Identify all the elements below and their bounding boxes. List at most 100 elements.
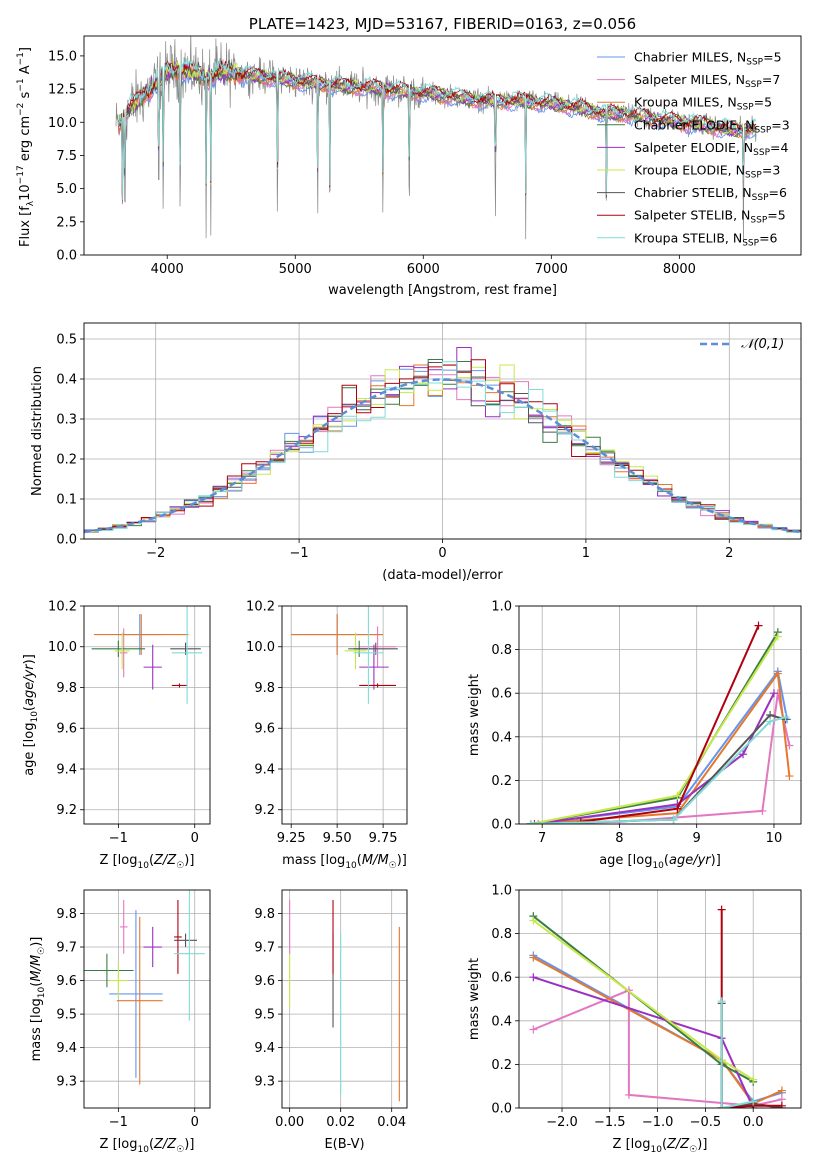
gaussian-curve xyxy=(84,378,801,534)
series-marker xyxy=(669,815,678,824)
legend-entry-name: Salpeter STELIB, N xyxy=(634,208,750,223)
legend-entry-equals: = xyxy=(762,72,772,87)
mass-vs-Z-ytick-label: 9.6 xyxy=(56,974,77,989)
age-vs-mass-xlabel: mass [log10(M/M☉)] xyxy=(282,853,407,871)
legend-entry-label: Kroupa MILES, NSSP=5 xyxy=(634,95,772,113)
spectrum-title: PLATE=1423, MJD=53167, FIBERID=0163, z=0… xyxy=(249,15,636,33)
massweight-vs-age-xlabel-part: age [log xyxy=(599,853,652,868)
spectrum-ylabel-part: ] xyxy=(18,47,33,52)
age-vs-Z-xlabel-part: 10 xyxy=(137,861,149,871)
spectrum-model-line-kroupa-stelib xyxy=(118,58,757,201)
legend-entry-name: Kroupa STELIB, N xyxy=(634,230,742,245)
spectrum-xlabel: wavelength [Angstrom, rest frame] xyxy=(328,283,557,298)
massweight-vs-Z-ytick-label: 1.0 xyxy=(491,884,512,899)
massweight-vs-Z-xtick-label: −2.0 xyxy=(546,1115,578,1130)
massweight-vs-age-xlabel-part: age/yr xyxy=(669,853,712,868)
legend-entry-count: 5 xyxy=(764,95,772,110)
legend-entry-name: Chabrier ELODIE, N xyxy=(634,117,754,132)
massweight-vs-Z-xlabel: Z [log10(Z/Z☉)] xyxy=(613,1137,708,1155)
spectrum-xtick-label: 5000 xyxy=(279,262,312,277)
mass-vs-Z-xtick-label: −1 xyxy=(109,1115,128,1130)
series-marker xyxy=(624,1090,633,1099)
spectrum-model-line-kroupa-miles xyxy=(118,65,757,202)
age-vs-Z-ytick-label: 10.2 xyxy=(48,600,77,615)
legend-entry-equals: = xyxy=(767,208,777,223)
age-vs-Z-ytick-label: 9.4 xyxy=(56,762,77,777)
massweight-vs-Z-ytick-label: 0.2 xyxy=(491,1058,512,1073)
age-vs-mass-ytick-label: 10.2 xyxy=(246,600,275,615)
massweight-vs-Z-xlabel-part: ☉ xyxy=(689,1145,697,1155)
legend-entry-count: 4 xyxy=(781,140,789,155)
legend-entry-subscript: SSP xyxy=(742,238,759,248)
series-line-kroupa-miles xyxy=(532,956,783,1105)
massweight-vs-Z-xtick-label: 0.0 xyxy=(743,1115,764,1130)
age-vs-mass-ytick-label: 10.0 xyxy=(246,640,275,655)
mass-vs-Z-ytick-label: 9.8 xyxy=(56,907,77,922)
massweight-vs-Z-xtick-label: −1.0 xyxy=(642,1115,674,1130)
mass-vs-Z-ylabel-part: mass [log xyxy=(29,998,44,1061)
massweight-vs-Z-xtick-label: −0.5 xyxy=(690,1115,722,1130)
massweight-vs-Z-frame xyxy=(518,889,802,1109)
mass-vs-Z-ylabel-part: ☉ xyxy=(37,947,47,955)
age-vs-Z-plot-area xyxy=(91,606,203,704)
mass-vs-Z-xlabel-part: ☉ xyxy=(176,1145,184,1155)
mass-vs-ebv-ytick-label: 9.4 xyxy=(254,1041,275,1056)
age-vs-Z-ylabel-part: ( xyxy=(22,706,37,711)
massweight-vs-age-xlabel-part: ( xyxy=(664,853,669,868)
age-vs-Z-ylabel-part: age [log xyxy=(22,723,37,776)
legend-entry-subscript: SSP xyxy=(753,148,770,158)
legend-entry-equals: = xyxy=(771,117,781,132)
legend-entry-subscript: SSP xyxy=(745,80,762,90)
massweight-vs-age-axes: 7 8 9 10 0.0 0.2 0.4 0.6 0.8 1.0 xyxy=(491,600,802,846)
age-vs-Z-xtick-label: −1 xyxy=(109,831,128,846)
massweight-vs-age-xlabel: age [log10(age/yr)] xyxy=(599,853,721,871)
series-marker xyxy=(717,1104,726,1108)
mass-vs-ebv-plot-area xyxy=(289,900,400,1102)
mass-vs-Z-ytick-label: 9.3 xyxy=(56,1075,77,1090)
series-marker xyxy=(673,804,682,813)
massweight-vs-age-xlabel-part: )] xyxy=(711,853,721,868)
mass-vs-Z-axes: −1 0 9.3 9.4 9.5 9.6 9.7 9.8 xyxy=(56,889,211,1130)
age-vs-Z-ytick-label: 9.8 xyxy=(56,681,77,696)
series-line-chabrier-elodie xyxy=(532,915,754,1083)
spectrum-ylabel-part: Flux [f xyxy=(18,206,33,247)
gaussian-legend-label: 𝒩(0,1) xyxy=(741,337,784,352)
residuals-ytick-label: 0.1 xyxy=(56,493,77,508)
mass-vs-Z-ylabel-part: M/M xyxy=(29,955,44,982)
legend-entry-equals: = xyxy=(770,140,780,155)
massweight-vs-Z-xlabel-part: 10 xyxy=(650,1145,662,1155)
series-line-salpeter-stelib xyxy=(580,625,760,823)
residuals-ylabel: Normed distribution xyxy=(30,366,45,496)
mass-vs-ebv-ytick-label: 9.7 xyxy=(254,941,275,956)
spectrum-ytick-label: 2.5 xyxy=(56,215,77,230)
massweight-vs-Z-xtick-label: −1.5 xyxy=(594,1115,626,1130)
series-marker xyxy=(530,820,539,824)
spectrum-ytick-label: 5.0 xyxy=(56,182,77,197)
legend-entry-label: Salpeter ELODIE, NSSP=4 xyxy=(634,140,789,158)
series-marker xyxy=(749,1097,758,1106)
age-vs-Z-xlabel-part: )] xyxy=(184,853,194,868)
legend-entry-count: 3 xyxy=(782,117,790,132)
mass-vs-Z-xlabel-part: )] xyxy=(184,1137,194,1152)
age-vs-mass-xlabel-part: ☉ xyxy=(389,861,397,871)
legend-entry-equals: = xyxy=(762,163,772,178)
age-vs-Z-xlabel-part: ☉ xyxy=(176,861,184,871)
mass-vs-ebv-xtick-label: 0.02 xyxy=(326,1115,355,1130)
spectrum-ylabel-part: −17 xyxy=(16,165,26,184)
spectrum-axes: 4000 5000 6000 7000 8000 0.0 2.5 5.0 7.5 10.0 12.5… xyxy=(48,35,802,277)
age-vs-mass-xlabel-part: ( xyxy=(357,853,362,868)
mass-vs-ebv-ytick-label: 9.5 xyxy=(254,1008,275,1023)
massweight-vs-Z-axes: −2.0 −1.5 −1.0 −0.5 0.0 0.0 0.2 0.4 0.6 0.8 1.0 xyxy=(491,884,802,1130)
series-marker xyxy=(529,953,538,962)
residuals-ytick-label: 0.0 xyxy=(56,533,77,548)
massweight-vs-Z-xlabel-part: ( xyxy=(662,1137,667,1152)
residuals-ytick-label: 0.3 xyxy=(56,413,77,428)
mass-vs-Z-xlabel-part: 10 xyxy=(137,1145,149,1155)
residuals-ytick-label: 0.2 xyxy=(56,453,77,468)
legend-entry-label: Chabrier STELIB, NSSP=6 xyxy=(634,185,787,203)
age-vs-mass-xtick-label: 9.75 xyxy=(369,831,398,846)
age-vs-mass-ytick-label: 9.6 xyxy=(254,722,275,737)
mass-vs-Z-ylabel-part: )] xyxy=(29,937,44,947)
age-vs-mass-ytick-label: 9.8 xyxy=(254,681,275,696)
series-marker xyxy=(773,632,782,641)
